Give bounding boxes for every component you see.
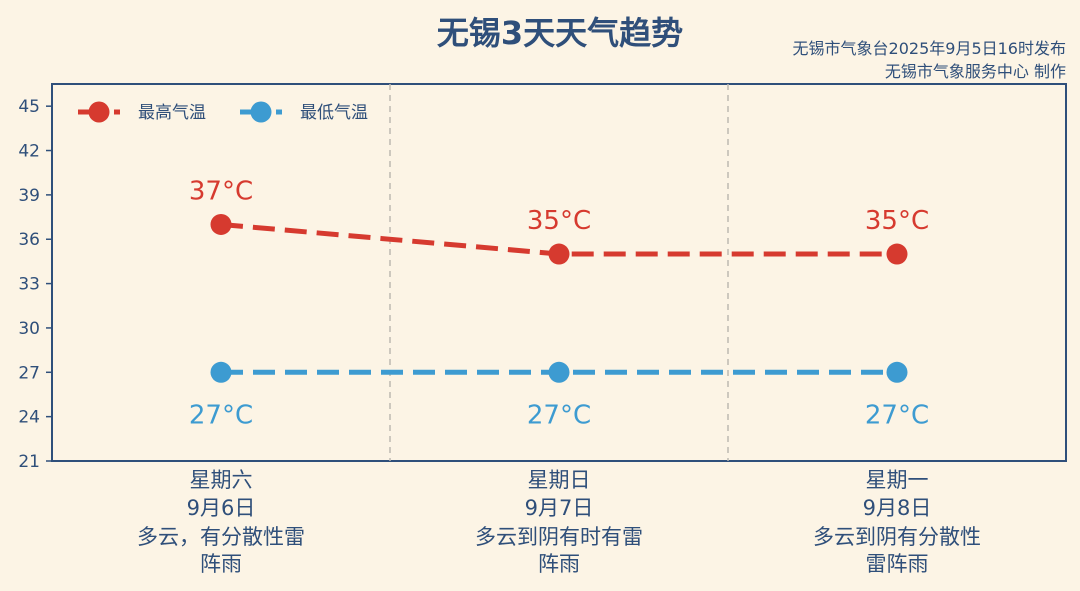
data-label-high: 37°C	[189, 176, 253, 206]
x-label-weekday: 星期一	[866, 468, 929, 492]
chart-title: 无锡3天天气趋势	[436, 14, 684, 52]
x-label-weather: 多云到阴有时有雷	[475, 525, 643, 549]
y-tick-label: 36	[18, 230, 40, 250]
issuer-line-producer: 无锡市气象服务中心 制作	[884, 62, 1066, 81]
issuer-info: 无锡市气象台2025年9月5日16时发布 无锡市气象服务中心 制作	[793, 37, 1066, 83]
data-point-low	[548, 361, 570, 383]
y-tick-label: 33	[18, 275, 40, 295]
legend-marker	[88, 101, 110, 123]
y-tick-label: 39	[18, 186, 40, 206]
y-tick-label: 45	[18, 97, 40, 117]
x-label-date: 9月7日	[525, 496, 594, 520]
data-point-high	[210, 213, 232, 235]
x-label-date: 9月8日	[863, 496, 932, 520]
x-label-date: 9月6日	[187, 496, 256, 520]
legend-label: 最高气温	[138, 103, 206, 123]
issuer-line-publish: 无锡市气象台2025年9月5日16时发布	[792, 39, 1066, 58]
x-label-weather: 雷阵雨	[866, 552, 929, 576]
legend-marker	[250, 101, 272, 123]
legend-label: 最低气温	[300, 103, 368, 123]
y-tick-label: 42	[18, 142, 40, 162]
data-point-low	[210, 361, 232, 383]
x-label-weather: 多云到阴有分散性	[813, 525, 981, 549]
x-label-weekday: 星期日	[528, 468, 591, 492]
y-tick-label: 30	[18, 319, 40, 339]
data-label-low: 27°C	[527, 400, 591, 430]
x-label-weather: 阵雨	[538, 552, 580, 576]
x-label-weather: 多云，有分散性雷	[137, 525, 305, 549]
plot-frame	[51, 83, 1067, 462]
y-tick-label: 21	[18, 452, 40, 472]
data-point-low	[886, 361, 908, 383]
x-label-weather: 阵雨	[200, 552, 242, 576]
data-label-high: 35°C	[527, 206, 591, 236]
y-tick-label: 27	[18, 363, 40, 383]
data-label-low: 27°C	[865, 400, 929, 430]
data-label-low: 27°C	[189, 400, 253, 430]
x-label-weekday: 星期六	[190, 468, 253, 492]
y-tick-label: 24	[18, 408, 40, 428]
data-point-high	[548, 243, 570, 265]
data-label-high: 35°C	[865, 206, 929, 236]
data-point-high	[886, 243, 908, 265]
